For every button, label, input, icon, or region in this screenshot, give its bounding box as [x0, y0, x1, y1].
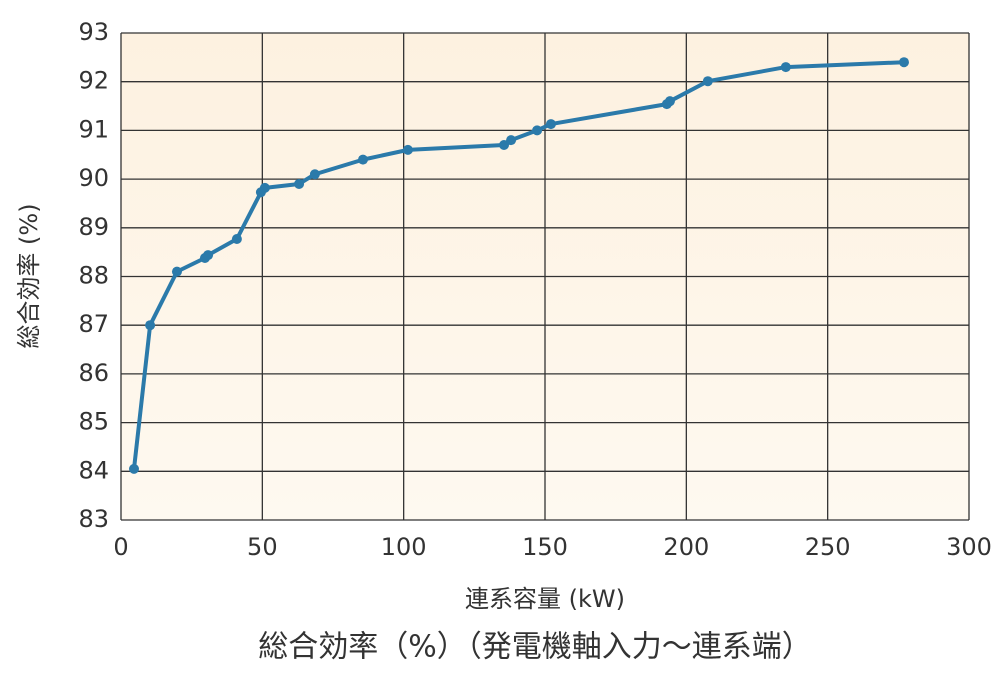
y-tick-label: 88: [78, 262, 109, 290]
data-point: [357, 154, 368, 165]
data-point: [532, 125, 543, 136]
data-point: [259, 182, 270, 193]
y-axis-label: 総合効率 (%): [15, 203, 43, 348]
data-point: [664, 96, 675, 107]
data-point: [145, 320, 156, 331]
x-tick-label: 150: [522, 533, 568, 561]
x-tick-label: 0: [113, 533, 128, 561]
data-point: [780, 62, 791, 73]
y-tick-label: 83: [78, 505, 109, 533]
x-tick-label: 200: [663, 533, 709, 561]
y-tick-label: 85: [78, 408, 109, 436]
data-point: [898, 57, 909, 68]
y-tick-label: 93: [78, 18, 109, 46]
data-point: [499, 140, 510, 151]
x-axis-label: 連系容量 (kW): [465, 585, 625, 613]
y-tick-label: 90: [78, 164, 109, 192]
data-point: [171, 266, 182, 277]
y-tick-label: 84: [78, 456, 109, 484]
data-point: [129, 463, 140, 474]
data-point: [545, 119, 556, 130]
y-tick-label: 91: [78, 115, 109, 143]
x-tick-label: 100: [381, 533, 427, 561]
caption: 総合効率（%）（発電機軸入力～連系端）: [258, 630, 812, 665]
data-point: [506, 135, 517, 146]
data-point: [309, 169, 320, 180]
data-point: [203, 250, 214, 261]
y-tick-label: 87: [78, 310, 109, 338]
data-point: [294, 178, 305, 189]
data-point: [231, 234, 242, 245]
y-tick-label: 92: [78, 67, 109, 95]
x-tick-label: 250: [805, 533, 851, 561]
y-tick-label: 86: [78, 359, 109, 387]
data-point: [402, 144, 413, 155]
x-tick-label: 50: [247, 533, 278, 561]
x-tick-label: 300: [946, 533, 992, 561]
y-tick-label: 89: [78, 213, 109, 241]
data-point: [702, 76, 713, 87]
